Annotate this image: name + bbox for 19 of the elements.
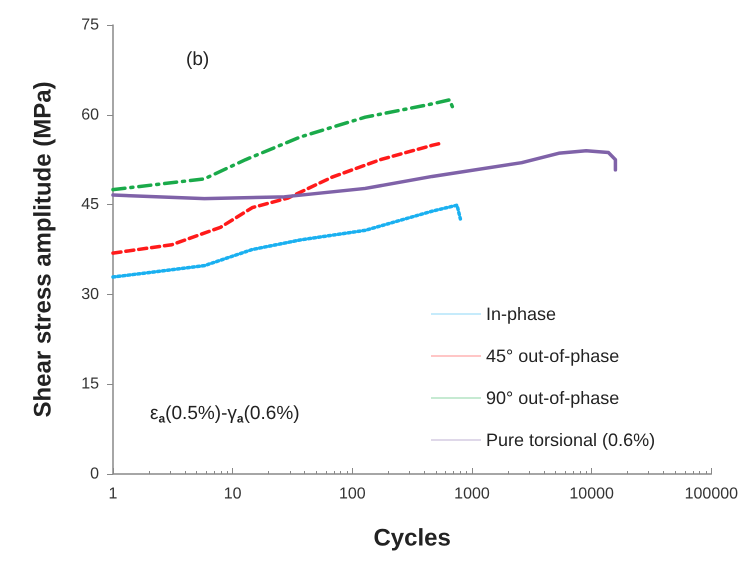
annotation: (b) bbox=[186, 49, 210, 70]
y-tick-label: 45 bbox=[81, 196, 100, 214]
legend-label: Pure torsional (0.6%) bbox=[486, 430, 656, 450]
x-tick-label: 100 bbox=[338, 486, 366, 502]
legend-label: In-phase bbox=[486, 304, 556, 324]
y-tick-label: 15 bbox=[81, 376, 100, 393]
y-tick-label: 60 bbox=[81, 106, 100, 124]
legend-label: 45° out-of-phase bbox=[486, 346, 620, 366]
x-axis-title: Cycles bbox=[373, 524, 451, 552]
x-tick-label: 10000 bbox=[569, 486, 614, 502]
y-tick-label: 75 bbox=[81, 16, 100, 34]
x-tick-label: 1 bbox=[108, 486, 118, 502]
x-tick-label: 1000 bbox=[454, 486, 490, 502]
y-tick-label: 0 bbox=[90, 466, 100, 482]
y-tick-label: 30 bbox=[81, 286, 100, 303]
x-tick-label: 10 bbox=[224, 486, 242, 502]
y-axis-title: Shear stress amplitude (MPa) bbox=[30, 81, 56, 418]
legend-label: 90° out-of-phase bbox=[486, 388, 620, 408]
x-tick-label: 100000 bbox=[684, 486, 738, 502]
